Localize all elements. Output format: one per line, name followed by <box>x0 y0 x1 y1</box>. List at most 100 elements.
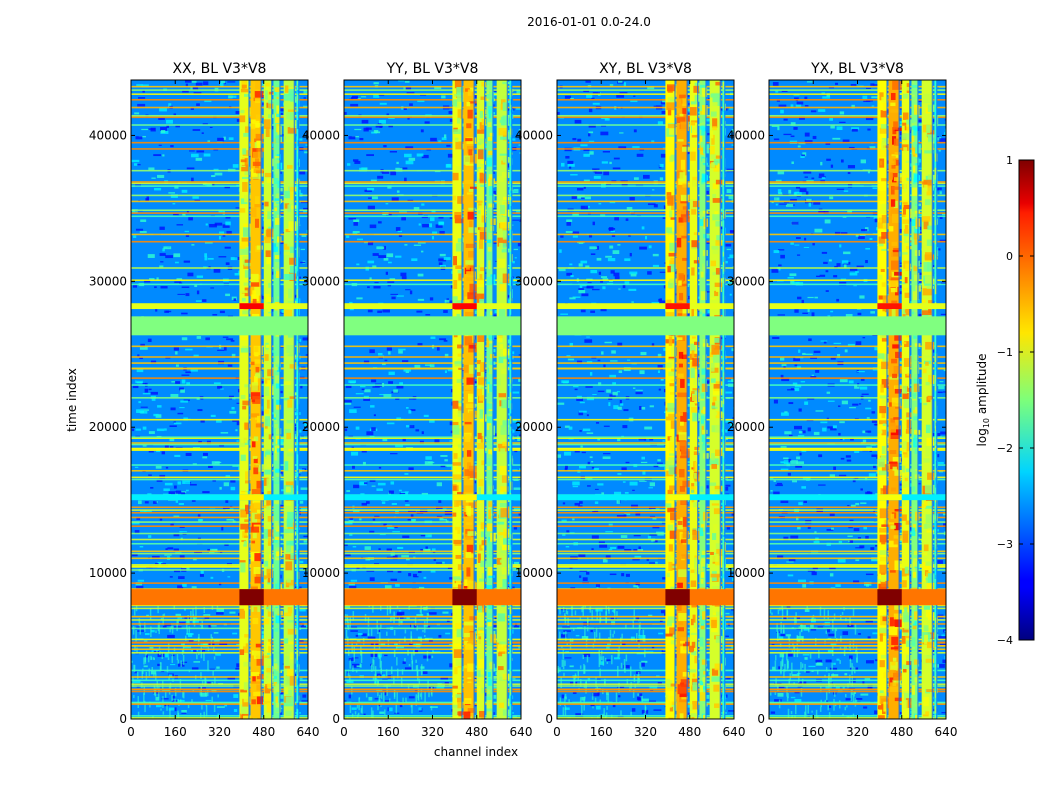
heatmap-cell <box>186 627 189 635</box>
bright-time-row <box>344 589 521 606</box>
heatmap-cell <box>161 652 164 659</box>
heatmap-cell <box>450 430 453 434</box>
heatmap-cell <box>477 500 483 503</box>
heatmap-cell <box>147 338 152 342</box>
heatmap-cell <box>431 236 435 240</box>
heatmap-cell <box>456 92 466 102</box>
heatmap-cell <box>454 215 462 223</box>
heatmap-cell <box>296 409 298 417</box>
heatmap-cell <box>185 348 193 351</box>
heatmap-cell <box>265 344 270 348</box>
heatmap-cell <box>731 129 734 133</box>
heatmap-cell <box>476 550 480 553</box>
heatmap-cell <box>186 167 195 170</box>
flagged-time-row <box>131 200 308 203</box>
heatmap-cell <box>487 622 492 627</box>
heatmap-cell <box>452 474 462 480</box>
heatmap-cell <box>195 300 202 302</box>
heatmap-cell <box>503 538 510 545</box>
heatmap-cell <box>602 656 605 666</box>
heatmap-cell <box>669 210 673 218</box>
heatmap-cell <box>500 499 511 503</box>
flagged-time-row <box>344 397 521 399</box>
heatmap-cell <box>175 261 179 264</box>
flagged-time-row <box>557 215 734 218</box>
flagged-time-row <box>344 148 521 150</box>
heatmap-cell <box>685 312 692 316</box>
heatmap-cell <box>510 199 512 202</box>
heatmap-cell <box>593 175 601 179</box>
flagged-time-row <box>344 279 521 282</box>
heatmap-cell <box>518 144 521 146</box>
heatmap-cell <box>495 672 498 676</box>
heatmap-cell <box>191 699 193 703</box>
heatmap-cell <box>194 199 201 202</box>
heatmap-cell <box>456 496 465 506</box>
heatmap-cell <box>519 152 521 154</box>
heatmap-cell <box>513 189 519 193</box>
heatmap-cell <box>274 476 281 482</box>
heatmap-cell <box>216 706 225 708</box>
y-tick-label: 30000 <box>302 274 340 288</box>
heatmap-cell <box>171 381 176 383</box>
heatmap-cell <box>442 611 449 614</box>
heatmap-cell <box>499 502 507 508</box>
flagged-time-row <box>131 690 308 693</box>
heatmap-cell <box>303 540 308 543</box>
heatmap-cell <box>352 159 359 162</box>
heatmap-cell <box>374 282 379 284</box>
rfi-channel-band <box>665 80 676 719</box>
heatmap-cell <box>725 438 728 441</box>
heatmap-cell <box>193 661 201 663</box>
heatmap-cell <box>136 409 144 413</box>
flagged-time-row <box>344 200 521 203</box>
heatmap-cell <box>487 341 494 344</box>
heatmap-cell <box>195 157 203 161</box>
heatmap-cell <box>362 637 365 645</box>
y-tick-label: 20000 <box>302 420 340 434</box>
heatmap-cell <box>244 270 250 278</box>
heatmap-cell <box>665 503 672 508</box>
heatmap-cell <box>215 651 217 656</box>
heatmap-cell <box>244 384 251 388</box>
heatmap-cell <box>620 403 624 406</box>
heatmap-cell <box>195 606 197 618</box>
heatmap-cell <box>409 103 413 106</box>
heatmap-cell <box>498 532 508 536</box>
flagged-time-row <box>557 525 734 528</box>
heatmap-cell <box>387 185 392 189</box>
heatmap-cell <box>276 201 282 205</box>
heatmap-cell <box>484 368 488 371</box>
heatmap-cell <box>411 659 414 672</box>
heatmap-cell <box>166 666 169 673</box>
heatmap-cell <box>649 439 654 441</box>
heatmap-cell <box>172 203 176 205</box>
heatmap-cell <box>415 659 417 663</box>
heatmap-cell <box>455 102 460 108</box>
heatmap-cell <box>206 183 213 187</box>
heatmap-cell <box>305 144 308 146</box>
heatmap-cell <box>465 551 472 558</box>
heatmap-cell <box>603 364 606 368</box>
heatmap-cell <box>613 491 622 496</box>
flagged-time-row <box>131 240 308 243</box>
heatmap-cell <box>132 553 138 557</box>
heatmap-cell <box>417 241 426 244</box>
flagged-time-row <box>557 478 734 481</box>
heatmap-cell <box>669 126 678 135</box>
heatmap-cell <box>289 265 297 274</box>
heatmap-cell <box>285 134 295 143</box>
heatmap-cell <box>488 537 491 543</box>
x-tick-label: 480 <box>465 725 488 739</box>
flagged-time-row <box>344 181 521 183</box>
heatmap-cell <box>239 245 246 249</box>
heatmap-cell <box>598 541 605 545</box>
heatmap-cell <box>613 157 620 160</box>
heatmap-cell <box>241 84 247 89</box>
heatmap-cell <box>227 81 236 83</box>
x-tick-label: 0 <box>127 725 135 739</box>
flagged-time-row <box>131 511 308 514</box>
heatmap-cell <box>651 140 655 144</box>
heatmap-cell <box>431 548 436 552</box>
heatmap-cell <box>283 251 290 256</box>
